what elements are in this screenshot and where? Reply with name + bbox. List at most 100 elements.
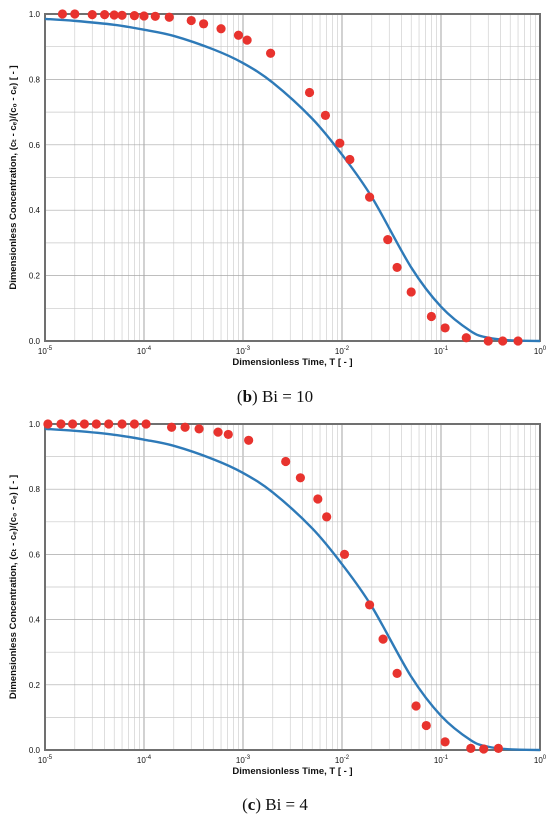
data-point bbox=[242, 35, 252, 45]
data-points bbox=[57, 9, 523, 346]
data-point bbox=[335, 138, 345, 148]
x-tick-label: 10-2 bbox=[335, 755, 350, 765]
data-point bbox=[180, 422, 190, 432]
data-point bbox=[426, 311, 437, 322]
x-tick-label: 10-5 bbox=[38, 346, 53, 356]
data-point bbox=[461, 333, 471, 343]
data-point bbox=[378, 634, 388, 644]
data-point bbox=[91, 419, 101, 429]
data-points bbox=[43, 419, 503, 754]
plot-frame bbox=[44, 423, 541, 751]
x-axis-label: Dimensionless Time, T [ - ] bbox=[232, 357, 352, 368]
y-tick-label: 1.0 bbox=[29, 10, 41, 19]
data-point bbox=[233, 30, 244, 40]
x-tick-label: 10-3 bbox=[236, 755, 251, 765]
caption-letter: c bbox=[248, 795, 256, 814]
data-point bbox=[117, 10, 127, 20]
caption-letter: b bbox=[243, 387, 252, 406]
grid bbox=[44, 14, 541, 341]
data-point bbox=[129, 11, 140, 21]
model-curve bbox=[44, 17, 541, 343]
y-tick-label: 0.4 bbox=[29, 616, 41, 625]
data-point bbox=[109, 10, 119, 20]
y-tick-label: 0.6 bbox=[29, 550, 41, 559]
data-point bbox=[483, 336, 493, 346]
caption-text: ) Bi = 10 bbox=[252, 387, 313, 406]
data-point bbox=[295, 473, 305, 483]
data-point bbox=[186, 15, 196, 26]
data-point bbox=[150, 11, 160, 21]
x-tick-label: 10-4 bbox=[137, 755, 152, 765]
grid bbox=[44, 424, 541, 750]
data-point bbox=[129, 419, 140, 429]
y-tick-label: 0.8 bbox=[29, 485, 41, 494]
x-tick-label: 10-1 bbox=[434, 755, 449, 765]
data-point bbox=[223, 429, 233, 440]
data-point bbox=[364, 600, 375, 610]
model-curve bbox=[44, 427, 541, 752]
x-tick-label: 100 bbox=[534, 346, 547, 356]
data-point bbox=[139, 11, 149, 21]
x-tick-label: 10-3 bbox=[236, 346, 251, 356]
chart-panel-c: 10-5 10-4 10-3 10-2 10-1 100 0.0 0.2 0.4 0.6 0.8 1.… bbox=[8, 419, 547, 814]
y-tick-label: 0.2 bbox=[29, 681, 41, 690]
data-point bbox=[79, 419, 89, 429]
y-tick-label: 0.4 bbox=[29, 206, 41, 215]
data-point bbox=[164, 12, 174, 22]
data-point bbox=[194, 424, 204, 434]
data-point bbox=[67, 419, 78, 429]
data-point bbox=[392, 668, 402, 678]
y-axis-label: Dimensionless Concentration, (cₜ - cₑ)/(… bbox=[8, 65, 19, 289]
data-point bbox=[56, 419, 66, 429]
data-point bbox=[244, 435, 254, 445]
caption-c: (c) Bi = 4 bbox=[242, 795, 308, 814]
data-point bbox=[383, 235, 393, 245]
data-point bbox=[304, 87, 315, 98]
y-tick-label: 0.8 bbox=[29, 75, 41, 84]
y-axis-label: Dimensionless Concentration, (cₜ - cₑ)/(… bbox=[8, 475, 19, 699]
x-tick-label: 10-2 bbox=[335, 346, 350, 356]
data-point bbox=[513, 336, 523, 346]
y-tick-label: 1.0 bbox=[29, 420, 41, 429]
data-point bbox=[117, 419, 127, 429]
data-point bbox=[345, 154, 355, 165]
x-tick-label: 10-1 bbox=[434, 346, 449, 356]
y-tick-label: 0.2 bbox=[29, 272, 41, 281]
data-point bbox=[216, 24, 226, 34]
data-point bbox=[493, 743, 503, 753]
data-point bbox=[498, 336, 508, 346]
data-point bbox=[213, 427, 223, 437]
data-point bbox=[421, 720, 431, 731]
data-point bbox=[440, 323, 450, 333]
data-point bbox=[43, 419, 53, 429]
data-point bbox=[141, 419, 151, 429]
data-point bbox=[166, 422, 177, 432]
data-point bbox=[265, 48, 276, 58]
data-point bbox=[440, 737, 450, 747]
data-point bbox=[100, 10, 110, 20]
data-point bbox=[406, 287, 416, 297]
y-tick-label: 0.0 bbox=[29, 746, 41, 755]
data-point bbox=[70, 9, 80, 19]
x-tick-label: 10-5 bbox=[38, 755, 53, 765]
data-point bbox=[281, 456, 291, 467]
chart-panel-b: 10-5 10-4 10-3 10-2 10-1 100 0.0 0.2 0.4 0.6 0.8 1.… bbox=[8, 9, 547, 406]
plot-frame bbox=[44, 13, 541, 342]
y-tick-label: 0.6 bbox=[29, 141, 41, 150]
data-point bbox=[322, 512, 332, 522]
data-point bbox=[313, 494, 323, 504]
data-point bbox=[364, 192, 375, 202]
caption-text: ) Bi = 4 bbox=[255, 795, 308, 814]
y-tick-label: 0.0 bbox=[29, 337, 41, 346]
data-point bbox=[411, 701, 421, 711]
data-point bbox=[199, 19, 209, 29]
data-point bbox=[57, 9, 68, 19]
caption-b: (b) Bi = 10 bbox=[237, 387, 313, 406]
data-point bbox=[339, 549, 350, 560]
x-tick-label: 100 bbox=[534, 755, 547, 765]
x-axis-label: Dimensionless Time, T [ - ] bbox=[232, 766, 352, 777]
x-tick-label: 10-4 bbox=[137, 346, 152, 356]
data-point bbox=[104, 419, 114, 429]
data-point bbox=[392, 262, 402, 273]
